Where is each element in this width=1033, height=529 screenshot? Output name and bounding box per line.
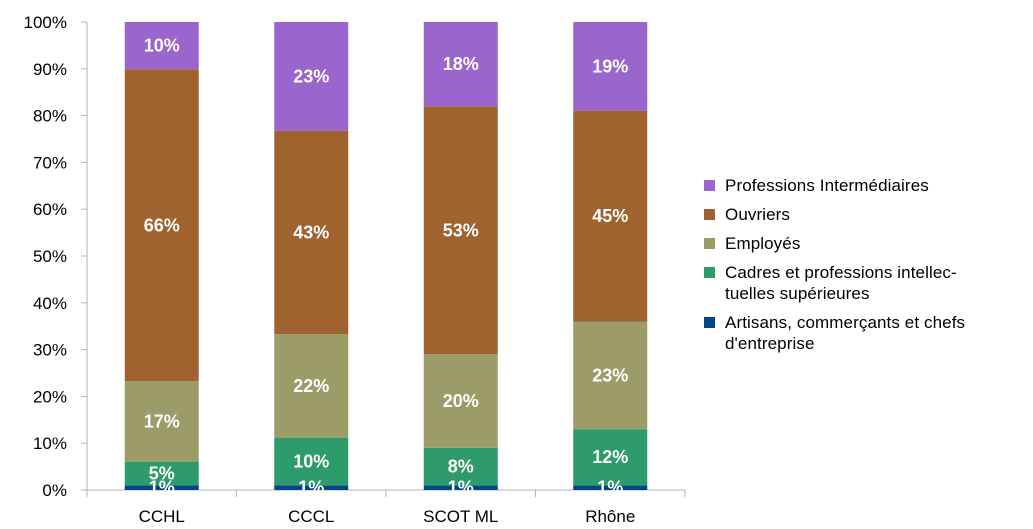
data-labels: 1%5%17%66%10%1%10%22%43%23%1%8%20%53%18%…: [144, 36, 629, 498]
data-label: 20%: [443, 391, 479, 411]
bars: [124, 22, 648, 490]
data-label: 5%: [149, 463, 175, 483]
data-label: 1%: [597, 478, 623, 498]
bar-segment: [573, 321, 648, 430]
bar-segment: [274, 22, 349, 131]
bar-segment: [423, 354, 498, 448]
axes: 0% 10% 20% 30% 40% 50% 60% 70% 80% 90% 100% CCHL CCC…: [24, 13, 686, 526]
legend-label: Ouvriers: [725, 205, 791, 224]
y-tick-label: 80%: [33, 107, 67, 126]
data-label: 8%: [448, 457, 474, 477]
legend-item-professions-intermediaires: Professions Intermédiaires: [704, 175, 1033, 196]
x-tick-label: CCHL: [139, 507, 185, 526]
legend-swatch: [704, 317, 715, 328]
bar-segment: [124, 485, 199, 490]
bar-segment: [124, 381, 199, 462]
data-label: 1%: [149, 478, 175, 498]
data-label: 19%: [592, 56, 628, 76]
legend-swatch: [704, 209, 715, 220]
data-label: 1%: [298, 478, 324, 498]
y-tick-label: 0%: [42, 481, 67, 500]
bar-segment: [423, 22, 498, 107]
data-label: 10%: [293, 452, 329, 472]
legend-swatch: [704, 238, 715, 249]
data-label: 18%: [443, 54, 479, 74]
data-label: 17%: [144, 411, 180, 431]
bar-segment: [423, 447, 498, 486]
legend-label: Artisans, commerçants et chefs d'entrepri…: [725, 313, 966, 353]
data-label: 23%: [592, 365, 628, 385]
y-tick-label: 60%: [33, 200, 67, 219]
legend: Professions Intermédiaires Ouvriers Empl…: [704, 175, 1033, 362]
y-tick-label: 50%: [33, 247, 67, 266]
bar-segment: [573, 22, 648, 111]
data-label: 53%: [443, 220, 479, 240]
y-tick-label: 70%: [33, 153, 67, 172]
bar-segment: [274, 438, 349, 486]
bar-segment: [124, 69, 199, 382]
y-tick-label: 40%: [33, 294, 67, 313]
bar-segment: [423, 485, 498, 490]
data-label: 23%: [293, 66, 329, 86]
bar-segment: [573, 429, 648, 486]
bar-segment: [423, 106, 498, 355]
y-tick-label: 100%: [24, 13, 67, 32]
legend-item-artisans: Artisans, commerçants et chefs d'entrepri…: [704, 312, 1033, 354]
y-tick-label: 10%: [33, 434, 67, 453]
bar-segment: [274, 485, 349, 490]
y-tick-label: 90%: [33, 60, 67, 79]
bar-segment: [274, 334, 349, 438]
data-label: 45%: [592, 206, 628, 226]
bar-segment: [124, 461, 199, 486]
bar-segment: [274, 130, 349, 334]
data-label: 1%: [448, 478, 474, 498]
legend-item-ouvriers: Ouvriers: [704, 204, 1033, 225]
bar-segment: [124, 22, 199, 70]
data-label: 66%: [144, 215, 180, 235]
data-label: 43%: [293, 222, 329, 242]
legend-swatch: [704, 267, 715, 278]
data-label: 10%: [144, 36, 180, 56]
bar-segment: [573, 110, 648, 322]
bar-segment: [573, 485, 648, 490]
y-tick-label: 20%: [33, 387, 67, 406]
legend-item-cadres: Cadres et professions intellec-tuelles s…: [704, 262, 1033, 304]
legend-label: Cadres et professions intellec-tuelles s…: [725, 263, 957, 303]
data-label: 12%: [592, 447, 628, 467]
y-tick-label: 30%: [33, 341, 67, 360]
legend-label: Professions Intermédiaires: [725, 176, 929, 195]
legend-swatch: [704, 180, 715, 191]
legend-item-employes: Employés: [704, 233, 1033, 254]
x-tick-label: Rhône: [585, 507, 635, 526]
x-tick-label: CCCL: [288, 507, 334, 526]
data-label: 22%: [293, 376, 329, 396]
legend-label: Employés: [725, 234, 801, 253]
x-tick-label: SCOT ML: [423, 507, 498, 526]
